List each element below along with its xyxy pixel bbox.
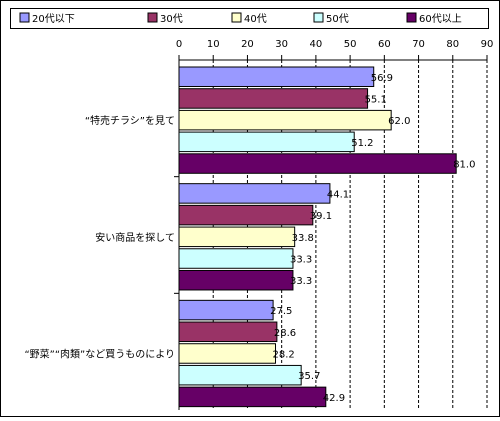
category-label: 安い商品を探して — [95, 231, 175, 244]
bar — [178, 269, 294, 291]
bar-value-label: 33.8 — [292, 233, 314, 244]
bar-value-label: 51.2 — [351, 138, 373, 149]
bar-value-label: 55.1 — [365, 94, 387, 105]
bar — [178, 364, 302, 386]
bar-value-label: 81.0 — [453, 160, 475, 171]
bar — [178, 204, 314, 226]
bars: 56.9 55.162.0 51.2 81.0 44.1 39.1 33.8 33.3 33.3… — [178, 66, 475, 408]
bar-value-label: 28.6 — [274, 328, 296, 339]
bar — [178, 226, 296, 248]
bar — [178, 109, 392, 131]
x-tick-label: 80 — [446, 39, 459, 50]
bar-value-label: 42.9 — [323, 393, 345, 404]
bar — [178, 131, 355, 153]
x-tick-label: 50 — [344, 39, 357, 50]
bar-value-label: 56.9 — [371, 73, 393, 84]
x-tick-label: 10 — [207, 39, 220, 50]
bar-value-label: 28.2 — [273, 349, 295, 360]
bar-value-label: 27.5 — [270, 306, 292, 317]
legend-swatch — [406, 12, 417, 23]
x-tick-label: 0 — [176, 39, 182, 50]
bar-value-label: 33.3 — [290, 276, 312, 287]
legend-label: 20代以下 — [32, 13, 75, 25]
legend-label: 60代以上 — [419, 13, 462, 25]
x-tick-label: 90 — [481, 39, 494, 50]
bar — [178, 88, 369, 109]
legend-label: 40代 — [244, 13, 267, 25]
legend-label: 30代 — [160, 13, 183, 25]
category-label: “特売チラシ”を見て — [85, 114, 175, 127]
bar — [178, 248, 294, 269]
bar — [178, 299, 274, 321]
legend-swatch — [147, 12, 158, 23]
bar-value-label: 62.0 — [388, 116, 410, 127]
bar — [178, 386, 327, 408]
bar-value-label: 35.7 — [298, 371, 320, 382]
category-label: “野菜”“肉類”など買うものにより — [24, 347, 175, 360]
x-tick-label: 70 — [412, 39, 425, 50]
bar-value-label: 39.1 — [310, 211, 332, 222]
bar — [178, 183, 331, 204]
bar-value-label: 44.1 — [327, 189, 349, 200]
x-tick-label: 20 — [241, 39, 254, 50]
legend-swatch — [19, 12, 30, 23]
legend-swatch — [313, 12, 324, 23]
legend-box — [10, 8, 489, 29]
bar — [178, 321, 278, 343]
x-tick-label: 40 — [310, 39, 323, 50]
legend-swatch — [231, 12, 242, 23]
bar-value-label: 33.3 — [290, 255, 312, 266]
legend: 20代以下 30代 40代 50代 60代以上 — [10, 8, 489, 29]
bar — [178, 153, 457, 174]
x-tick-label: 30 — [275, 39, 288, 50]
bar — [178, 343, 277, 364]
legend-label: 50代 — [326, 13, 349, 25]
x-tick-label: 60 — [378, 39, 391, 50]
bar — [178, 66, 375, 87]
